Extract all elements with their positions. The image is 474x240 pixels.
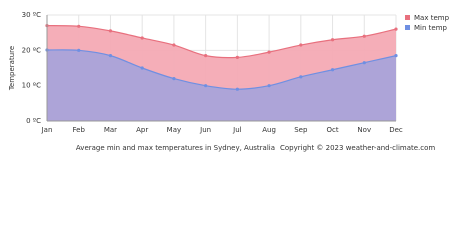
point — [108, 29, 113, 33]
x-tick-label: Sep — [294, 126, 308, 134]
point — [299, 43, 303, 47]
x-tick-label: Apr — [136, 126, 148, 134]
point — [362, 34, 366, 38]
caption: Average min and max temperatures in Sydn… — [76, 144, 275, 152]
point — [235, 87, 239, 91]
point — [77, 48, 81, 52]
point — [108, 54, 113, 58]
x-tick-label: Nov — [357, 126, 371, 134]
x-tick-label: Mar — [104, 126, 117, 134]
x-tick-label: May — [167, 126, 181, 134]
x-tick-label: Aug — [262, 126, 276, 134]
x-tick-label: Dec — [389, 126, 403, 134]
y-tick-label: 0 ºC — [26, 117, 41, 125]
series-line — [46, 49, 397, 90]
legend-label: Max temp — [414, 14, 450, 22]
x-tick-label: Jan — [41, 126, 53, 134]
point — [330, 68, 335, 72]
chart: Temperature Average min and max temperat… — [8, 11, 450, 152]
point — [172, 77, 176, 81]
point — [204, 54, 208, 58]
legend-label: Min temp — [414, 24, 448, 32]
point — [77, 24, 81, 28]
point — [172, 43, 176, 47]
y-tick-label: 20 ºC — [22, 46, 41, 54]
x-tick-label: Jul — [232, 126, 242, 134]
point — [394, 27, 398, 31]
point — [140, 36, 144, 40]
y-axis-label: Temperature — [8, 46, 16, 91]
point — [140, 66, 144, 70]
x-tick-label: Feb — [73, 126, 86, 134]
point — [204, 84, 208, 88]
y-tick-label: 10 ºC — [22, 82, 41, 90]
x-tick-label: Oct — [326, 126, 338, 134]
point — [330, 38, 335, 42]
copyright: Copyright © 2023 weather-and-climate.com — [280, 144, 435, 152]
series-line — [46, 25, 397, 59]
point — [362, 61, 366, 65]
y-tick-label: 30 ºC — [22, 11, 41, 19]
point — [235, 55, 239, 60]
point — [267, 50, 271, 54]
point — [267, 84, 271, 88]
point — [394, 54, 398, 58]
area-fill — [47, 49, 396, 121]
legend-swatch — [405, 15, 410, 20]
x-tick-label: Jun — [199, 126, 211, 134]
point — [299, 75, 303, 79]
legend-swatch — [405, 25, 410, 30]
